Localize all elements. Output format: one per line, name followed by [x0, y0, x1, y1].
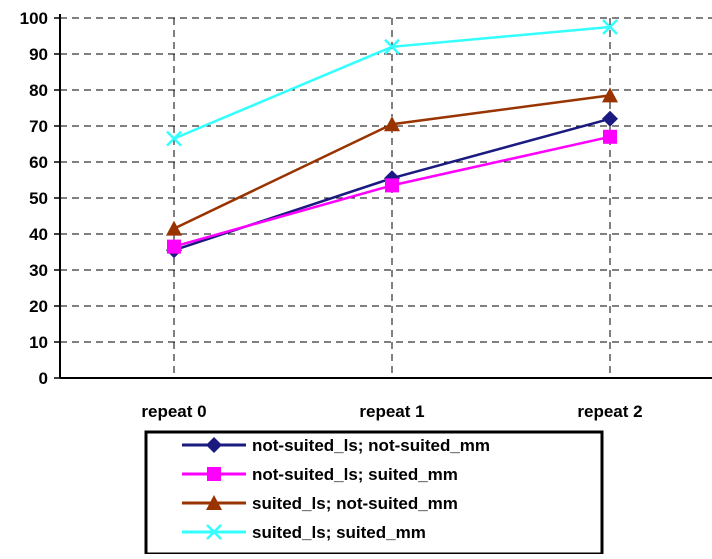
y-tick-label: 30: [29, 261, 48, 280]
marker-triangle: [166, 220, 182, 236]
y-tick-label: 100: [20, 9, 48, 28]
x-tick-label: repeat 2: [577, 402, 642, 421]
marker-diamond: [206, 437, 222, 453]
y-tick-label: 0: [39, 369, 48, 388]
marker-square: [603, 129, 617, 144]
marker-square: [167, 239, 181, 254]
y-tick-label: 70: [29, 117, 48, 136]
marker-triangle: [602, 87, 618, 103]
legend-label: suited_ls; suited_mm: [252, 523, 426, 542]
x-tick-label: repeat 0: [141, 402, 206, 421]
legend-box: [144, 430, 604, 556]
y-tick-label: 40: [29, 225, 48, 244]
marker-x-stroke: [602, 19, 618, 35]
marker-square: [385, 178, 399, 193]
legend-label: suited_ls; not-suited_mm: [252, 494, 458, 513]
marker-triangle: [384, 116, 400, 132]
grid-layer: [60, 17, 712, 378]
y-tick-label: 50: [29, 189, 48, 208]
legend-label: not-suited_ls; not-suited_mm: [252, 436, 490, 455]
y-tick-label: 10: [29, 333, 48, 352]
marker-diamond: [602, 110, 618, 127]
y-tick-label: 60: [29, 153, 48, 172]
marker-triangle: [206, 495, 222, 510]
y-tick-label: 20: [29, 297, 48, 316]
y-tick-label: 80: [29, 81, 48, 100]
legend-label: not-suited_ls; suited_mm: [252, 465, 458, 484]
legend: not-suited_ls; not-suited_mm not-suited_l…: [144, 430, 604, 556]
series-2: [167, 129, 617, 254]
axis-layer: 0 10 20 30 40 50 60 70 80 90 100 repeat 0 repeat 1 re…: [20, 9, 712, 421]
marker-square: [207, 467, 221, 481]
x-tick-label: repeat 1: [359, 402, 424, 421]
series-layer: [166, 19, 618, 259]
series-4: [166, 19, 618, 147]
marker-x-stroke: [384, 38, 400, 55]
y-tick-label: 90: [29, 45, 48, 64]
marker-x-stroke: [166, 130, 182, 147]
series-3: [166, 87, 618, 236]
marker-x-stroke: [206, 524, 222, 540]
